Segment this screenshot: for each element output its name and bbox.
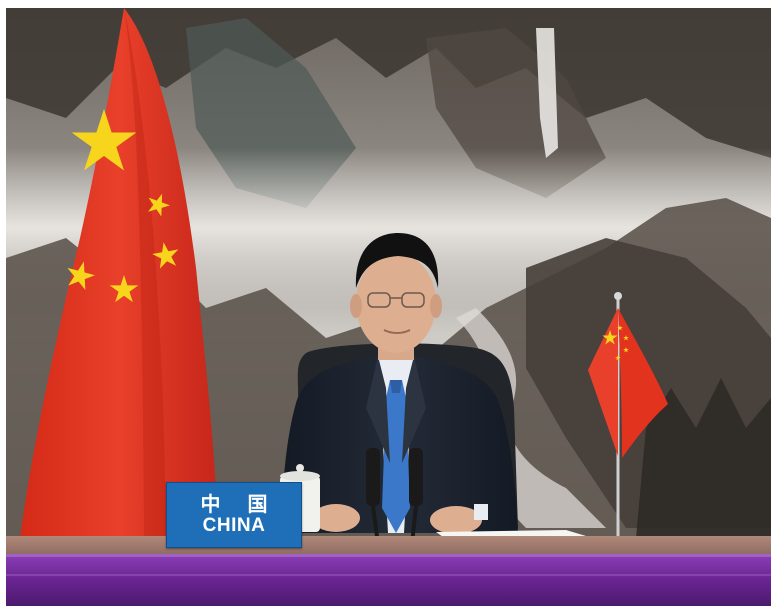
speaker <box>281 233 518 534</box>
nameplate-chinese-text: 中 国 <box>200 492 278 516</box>
country-nameplate: 中 国 CHINA <box>166 482 302 548</box>
nameplate-english-text: CHINA <box>202 515 266 536</box>
table <box>6 536 771 606</box>
photo-frame: 中 国 CHINA <box>6 8 771 606</box>
large-china-flag <box>20 8 218 538</box>
desk-china-flag <box>588 292 668 552</box>
scene-illustration <box>6 8 771 606</box>
